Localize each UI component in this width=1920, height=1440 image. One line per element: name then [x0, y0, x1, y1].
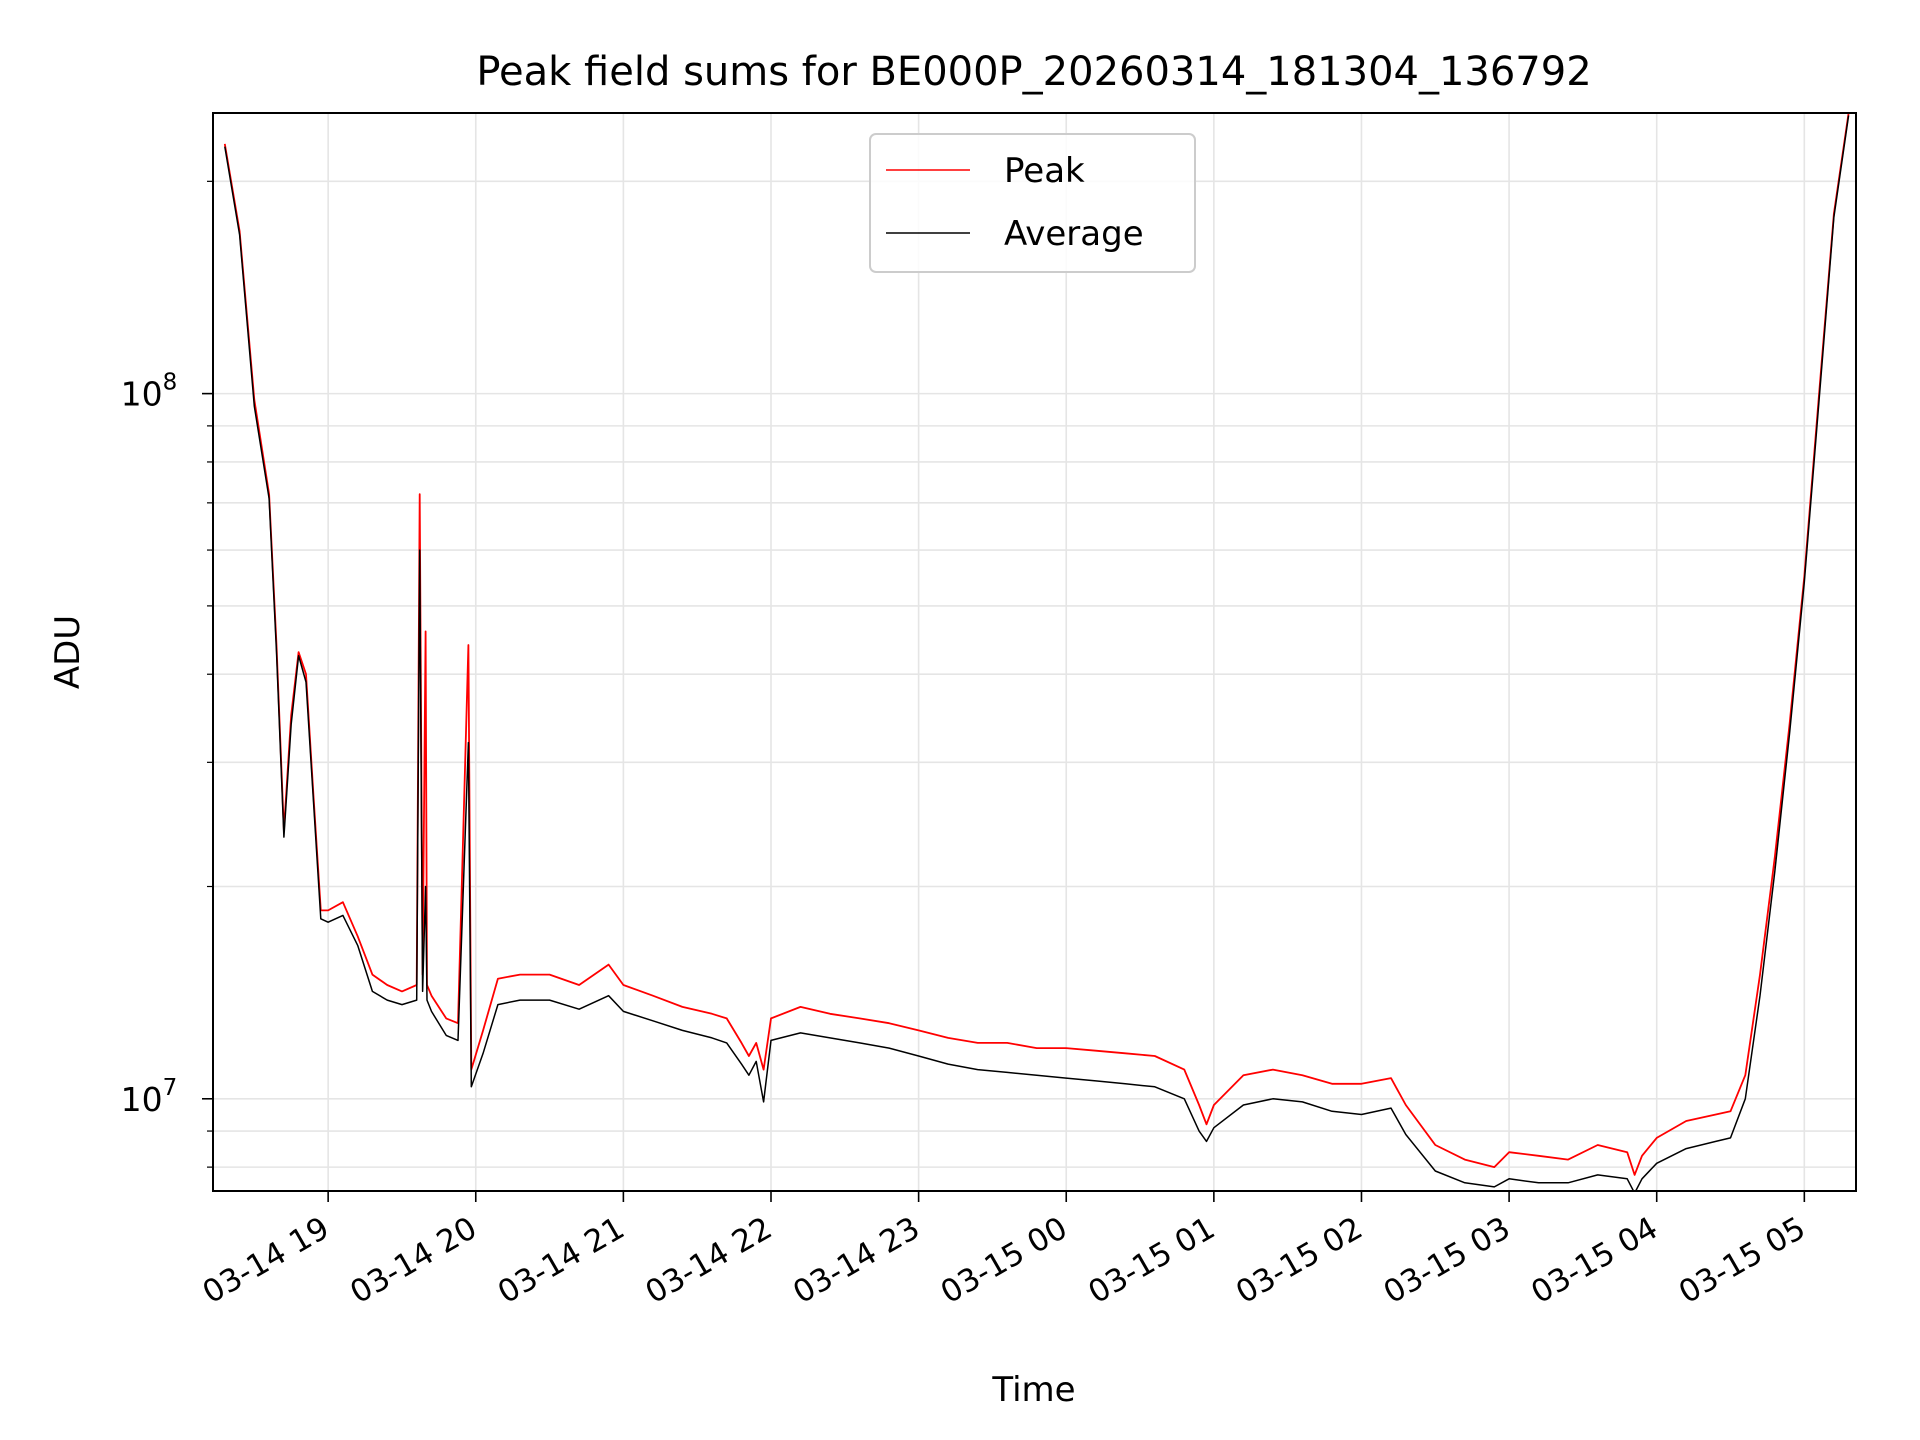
x-tick-label: 03-14 22 — [639, 1210, 778, 1311]
x-tick-label: 03-15 04 — [1525, 1210, 1664, 1311]
x-tick-label: 03-15 02 — [1230, 1210, 1369, 1311]
grid-layer — [213, 113, 1856, 1191]
x-tick-label: 03-15 05 — [1673, 1210, 1812, 1311]
plot-frame — [212, 112, 1857, 1192]
x-tick-label: 03-15 01 — [1082, 1210, 1221, 1311]
axis-ticks: 03-14 19 03-14 20 03-14 21 03-14 22 03-14 23… — [121, 180, 1812, 1311]
y-tick-base: 10 — [121, 375, 163, 414]
legend-box — [869, 133, 1196, 273]
series-line-average — [224, 115, 1850, 1191]
series-layer — [223, 113, 1850, 1191]
y-axis-label: ADU — [48, 615, 88, 689]
x-axis-label: Time — [991, 1370, 1075, 1410]
x-tick-label: 03-14 19 — [197, 1210, 336, 1311]
x-tick-label: 03-14 20 — [344, 1210, 483, 1311]
x-tick-label: 03-15 00 — [935, 1210, 1074, 1311]
y-tick-exponent: 7 — [163, 1075, 178, 1101]
legend-label-average: Average — [1004, 214, 1144, 254]
y-tick-label: 108 — [121, 370, 178, 414]
x-tick-label: 03-14 23 — [787, 1210, 926, 1311]
y-tick-base: 10 — [121, 1080, 163, 1119]
x-tick-label: 03-15 03 — [1378, 1210, 1517, 1311]
series-line-peak — [223, 113, 1850, 1176]
y-tick-label: 107 — [121, 1075, 178, 1119]
chart-title: Peak field sums for BE000P_20260314_1813… — [476, 49, 1591, 95]
x-tick-label: 03-14 21 — [492, 1210, 631, 1311]
legend-label-peak: Peak — [1004, 151, 1085, 191]
y-tick-exponent: 8 — [163, 370, 178, 396]
legend: Peak Average — [869, 133, 1196, 273]
